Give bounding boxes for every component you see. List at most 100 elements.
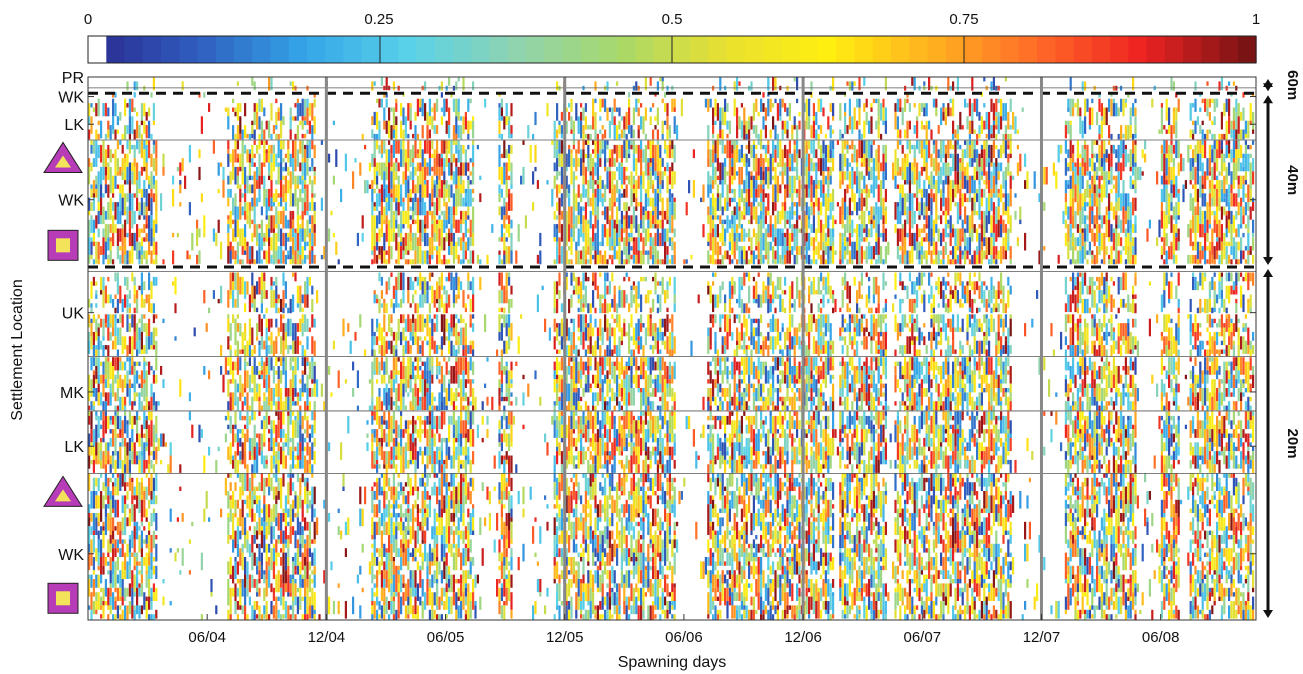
heatmap-cell	[805, 202, 808, 216]
heatmap-cell	[1067, 224, 1070, 242]
heatmap-cell	[568, 149, 571, 167]
heatmap-cell	[440, 219, 443, 233]
heatmap-cell	[613, 285, 616, 295]
heatmap-cell	[109, 237, 112, 242]
heatmap-cell	[599, 241, 602, 247]
heatmap-cell	[395, 116, 398, 126]
heatmap-cell	[155, 193, 158, 211]
heatmap-cell	[1240, 285, 1243, 299]
heatmap-cell	[239, 188, 242, 203]
heatmap-cell	[613, 202, 616, 207]
heatmap-cell	[719, 120, 722, 130]
heatmap-cell	[738, 232, 741, 242]
heatmap-cell	[707, 232, 710, 242]
heatmap-cell	[731, 188, 734, 194]
heatmap-cell	[1100, 175, 1103, 181]
heatmap-cell	[714, 259, 717, 265]
heatmap-cell	[992, 103, 995, 121]
heatmap-cell	[1204, 232, 1207, 251]
heatmap-cell	[227, 224, 230, 233]
heatmap-cell	[107, 166, 110, 181]
heatmap-cell	[952, 224, 955, 229]
heatmap-cell	[736, 107, 739, 126]
heatmap-cell	[971, 158, 974, 167]
heatmap-cell	[1064, 125, 1067, 139]
heatmap-cell	[380, 98, 383, 108]
heatmap-cell	[462, 180, 465, 194]
heatmap-cell	[1086, 250, 1089, 255]
heatmap-cell	[131, 144, 134, 150]
heatmap-cell	[1244, 193, 1247, 198]
heatmap-cell	[301, 197, 304, 207]
heatmap-cell	[1134, 303, 1137, 314]
heatmap-cell	[620, 250, 623, 265]
heatmap-cell	[1108, 171, 1111, 181]
heatmap-cell	[601, 140, 604, 150]
heatmap-cell	[788, 210, 791, 229]
heatmap-cell	[1069, 77, 1072, 91]
heatmap-cell	[956, 228, 959, 247]
heatmap-cell	[877, 98, 880, 117]
heatmap-cell	[412, 219, 415, 225]
heatmap-cell	[1098, 232, 1101, 247]
heatmap-cell	[604, 158, 607, 167]
heatmap-cell	[92, 276, 95, 286]
heatmap-cell	[582, 303, 585, 308]
heatmap-cell	[745, 120, 748, 134]
heatmap-cell	[90, 144, 93, 154]
heatmap-cell	[119, 210, 122, 225]
heatmap-cell	[964, 294, 967, 304]
heatmap-cell	[277, 298, 280, 304]
heatmap-cell	[217, 298, 220, 304]
heatmap-cell	[539, 232, 542, 247]
heatmap-cell	[817, 98, 820, 112]
heatmap-cell	[196, 254, 199, 265]
heatmap-cell	[90, 237, 93, 242]
heatmap-cell	[978, 153, 981, 167]
heatmap-cell	[500, 153, 503, 159]
heatmap-cell	[289, 171, 292, 189]
heatmap-cell	[409, 276, 412, 291]
heatmap-cell	[644, 107, 647, 121]
heatmap-cell	[587, 140, 590, 145]
heatmap-cell	[596, 184, 599, 189]
heatmap-cell	[755, 98, 758, 112]
heatmap-cell	[428, 254, 431, 265]
heatmap-cell	[313, 202, 316, 211]
heatmap-cell	[671, 254, 674, 265]
heatmap-cell	[409, 303, 412, 308]
heatmap-cell	[1110, 153, 1113, 167]
heatmap-cell	[923, 250, 926, 260]
heatmap-cell	[383, 144, 386, 154]
heatmap-cell	[1091, 193, 1094, 207]
heatmap-cell	[400, 184, 403, 194]
heatmap-cell	[740, 120, 743, 139]
heatmap-cell	[632, 107, 635, 126]
heatmap-cell	[731, 158, 734, 167]
heatmap-cell	[414, 111, 417, 121]
heatmap-cell	[935, 241, 938, 255]
heatmap-cell	[268, 175, 271, 181]
heatmap-cell	[133, 92, 136, 98]
heatmap-cell	[457, 294, 460, 299]
heatmap-cell	[608, 197, 611, 211]
heatmap-cell	[815, 149, 818, 159]
heatmap-cell	[954, 171, 957, 185]
heatmap-cell	[198, 92, 201, 98]
heatmap-cell	[1160, 294, 1163, 313]
heatmap-cell	[736, 77, 739, 91]
heatmap-cell	[373, 246, 376, 264]
heatmap-cell	[620, 166, 623, 185]
heatmap-cell	[402, 237, 405, 251]
heatmap-cell	[995, 144, 998, 150]
heatmap-cell	[107, 294, 110, 304]
heatmap-cell	[976, 171, 979, 181]
heatmap-cell	[851, 116, 854, 134]
heatmap-cell	[894, 103, 897, 112]
heatmap-cell	[834, 219, 837, 225]
heatmap-cell	[1100, 120, 1103, 139]
heatmap-cell	[570, 272, 573, 286]
heatmap-cell	[443, 171, 446, 181]
heatmap-cell	[930, 171, 933, 189]
heatmap-cell	[820, 298, 823, 304]
